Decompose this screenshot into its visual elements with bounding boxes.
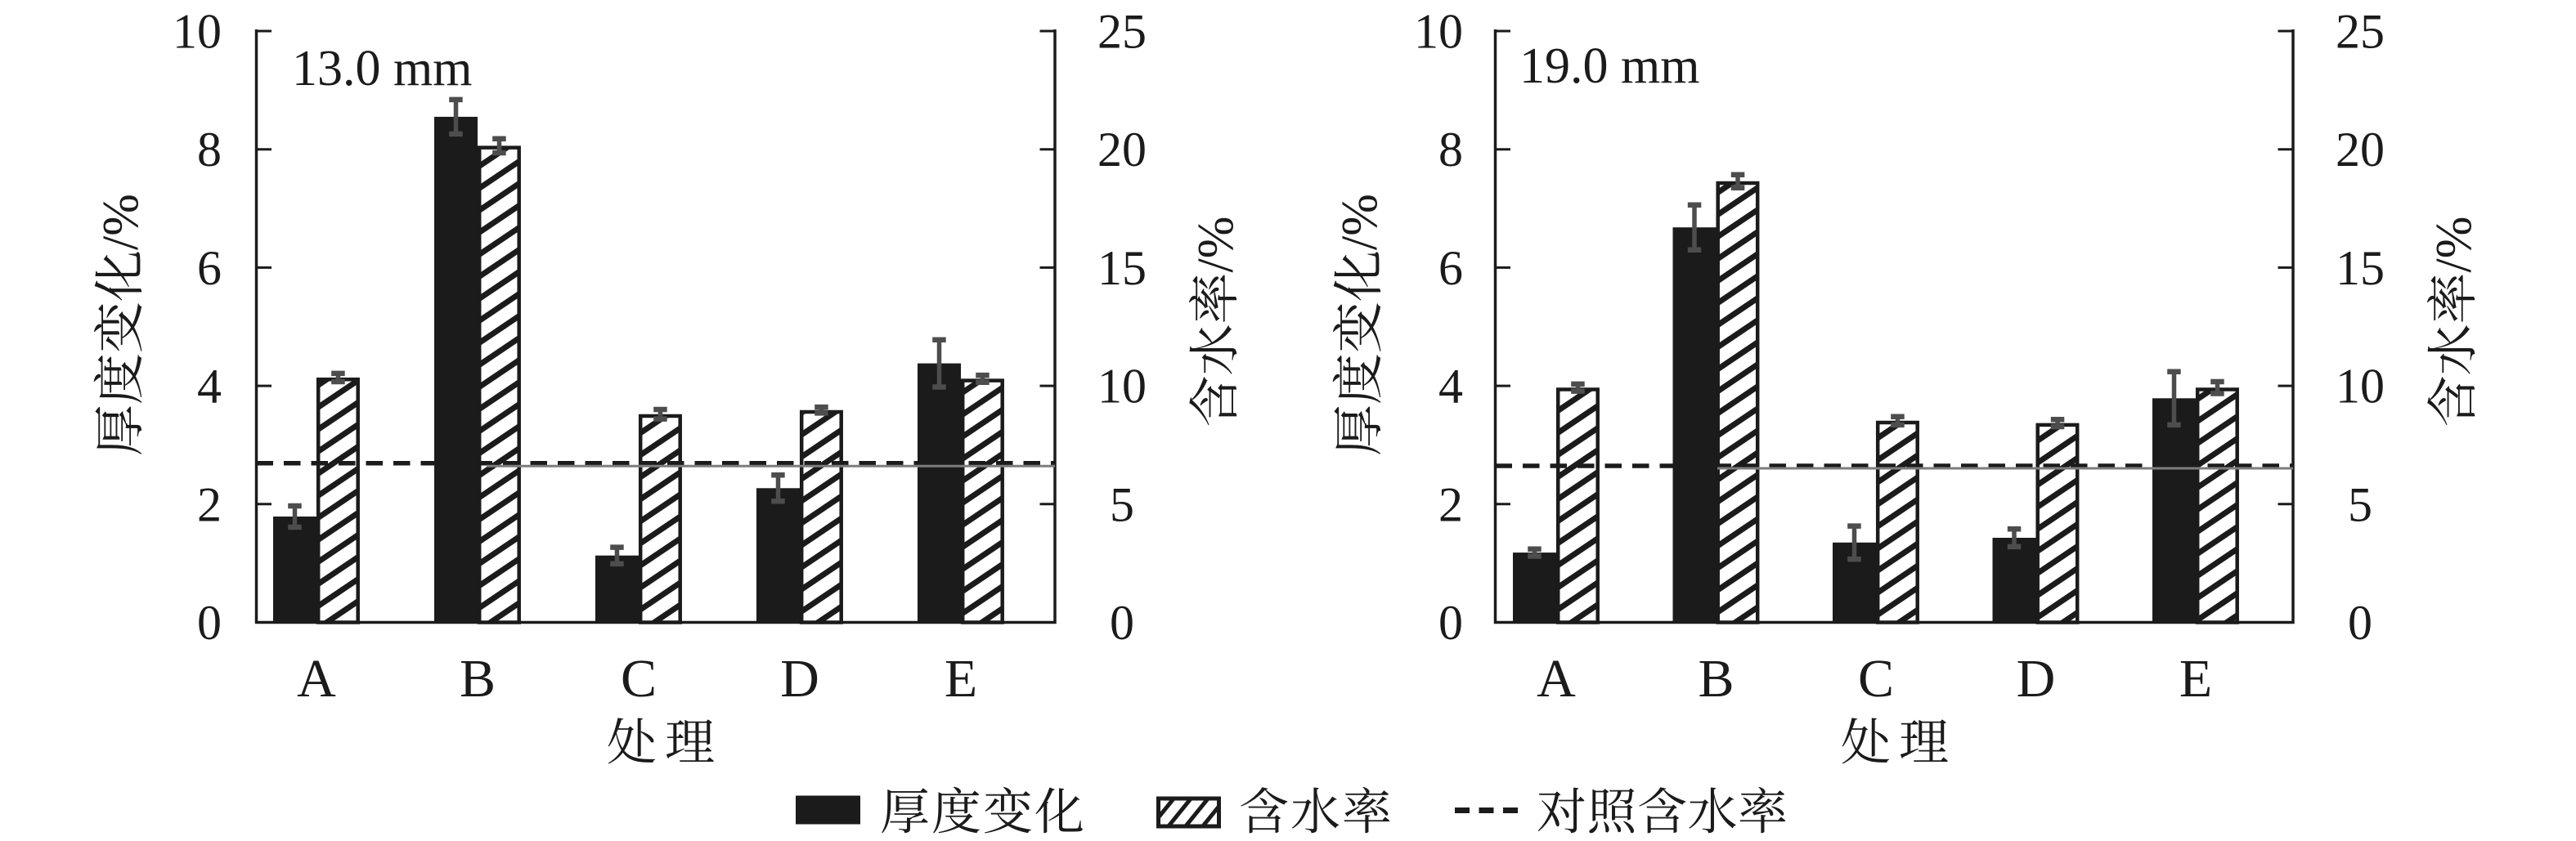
svg-text:10: 10 [1414,5,1463,59]
svg-text:0: 0 [1438,596,1463,650]
svg-text:15: 15 [1097,241,1147,295]
svg-text:0: 0 [197,596,222,650]
svg-text:20: 20 [2336,123,2385,177]
svg-text:D: D [2017,649,2056,709]
svg-text:0: 0 [2348,596,2372,650]
svg-text:6: 6 [1438,241,1463,295]
svg-text:25: 25 [1097,5,1147,59]
svg-text:2: 2 [1438,477,1463,531]
svg-text:8: 8 [197,123,222,177]
svg-text:/%: /% [93,194,149,250]
svg-text:19.0 mm: 19.0 mm [1519,38,1699,94]
svg-text:2: 2 [197,477,222,531]
svg-text:/%: /% [2426,217,2482,273]
svg-text:B: B [1698,649,1734,709]
svg-text:6: 6 [197,241,222,295]
svg-text:10: 10 [173,5,222,59]
svg-text:4: 4 [1438,360,1463,414]
svg-text:A: A [297,649,336,709]
svg-text:E: E [2179,649,2212,709]
svg-text:B: B [460,649,496,709]
svg-text:C: C [1858,649,1894,709]
svg-text:4: 4 [197,360,222,414]
svg-text:/%: /% [1188,217,1244,273]
svg-text:20: 20 [1097,123,1147,177]
svg-text:A: A [1537,649,1576,709]
svg-text:5: 5 [1110,477,1134,531]
svg-text:8: 8 [1438,123,1463,177]
svg-text:13.0 mm: 13.0 mm [292,41,472,96]
svg-text:C: C [621,649,657,709]
svg-text:5: 5 [2348,477,2372,531]
svg-text:25: 25 [2336,5,2385,59]
svg-text:0: 0 [1110,596,1134,650]
svg-text:E: E [945,649,977,709]
svg-text:10: 10 [2336,360,2385,414]
svg-text:10: 10 [1097,360,1147,414]
svg-text:15: 15 [2336,241,2385,295]
svg-text:D: D [780,649,819,709]
svg-text:/%: /% [1332,194,1388,250]
